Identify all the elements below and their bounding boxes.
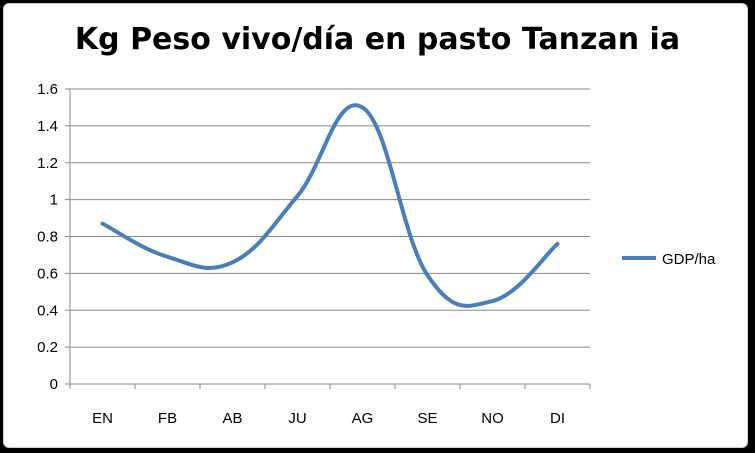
y-axis-ticks: 0 0.2 0.4 0.6 0.8 1 1.2 1.4 1.6 (37, 81, 70, 393)
y-tick-label: 0.4 (37, 302, 58, 319)
data-point (427, 274, 428, 276)
x-tick-label: JU (288, 410, 306, 427)
x-tick-label: FB (158, 410, 177, 427)
x-tick-label: AB (222, 410, 242, 427)
y-tick-label: 0 (50, 376, 58, 393)
x-tick-label: SE (417, 410, 437, 427)
series-lines (100, 103, 560, 308)
data-point (362, 106, 363, 108)
data-point (232, 261, 233, 263)
y-tick-label: 0.6 (37, 265, 58, 282)
data-point (557, 243, 558, 245)
x-tick-label: EN (92, 410, 113, 427)
chart-title: Kg Peso vivo/día en pasto Tanzan ia (74, 22, 681, 57)
x-axis-ticks: EN FB AB JU AG SE NO DI (69, 384, 591, 427)
chart-area (3, 3, 748, 448)
y-tick-label: 1.6 (37, 81, 58, 98)
data-point (102, 223, 103, 225)
data-point (297, 195, 298, 197)
legend: GDP/ha (622, 251, 716, 268)
data-point (492, 300, 493, 302)
y-tick-label: 0.2 (37, 339, 58, 356)
y-tick-label: 1.2 (37, 155, 58, 172)
x-tick-label: DI (550, 410, 565, 427)
legend-label: GDP/ha (662, 251, 716, 268)
x-tick-label: AG (352, 410, 374, 427)
gridlines (70, 88, 590, 348)
series-line (100, 103, 560, 308)
y-tick-label: 1.4 (37, 118, 58, 135)
y-tick-label: 1 (50, 192, 58, 209)
data-point (167, 256, 168, 258)
x-tick-label: NO (481, 410, 504, 427)
y-tick-label: 0.8 (37, 229, 58, 246)
